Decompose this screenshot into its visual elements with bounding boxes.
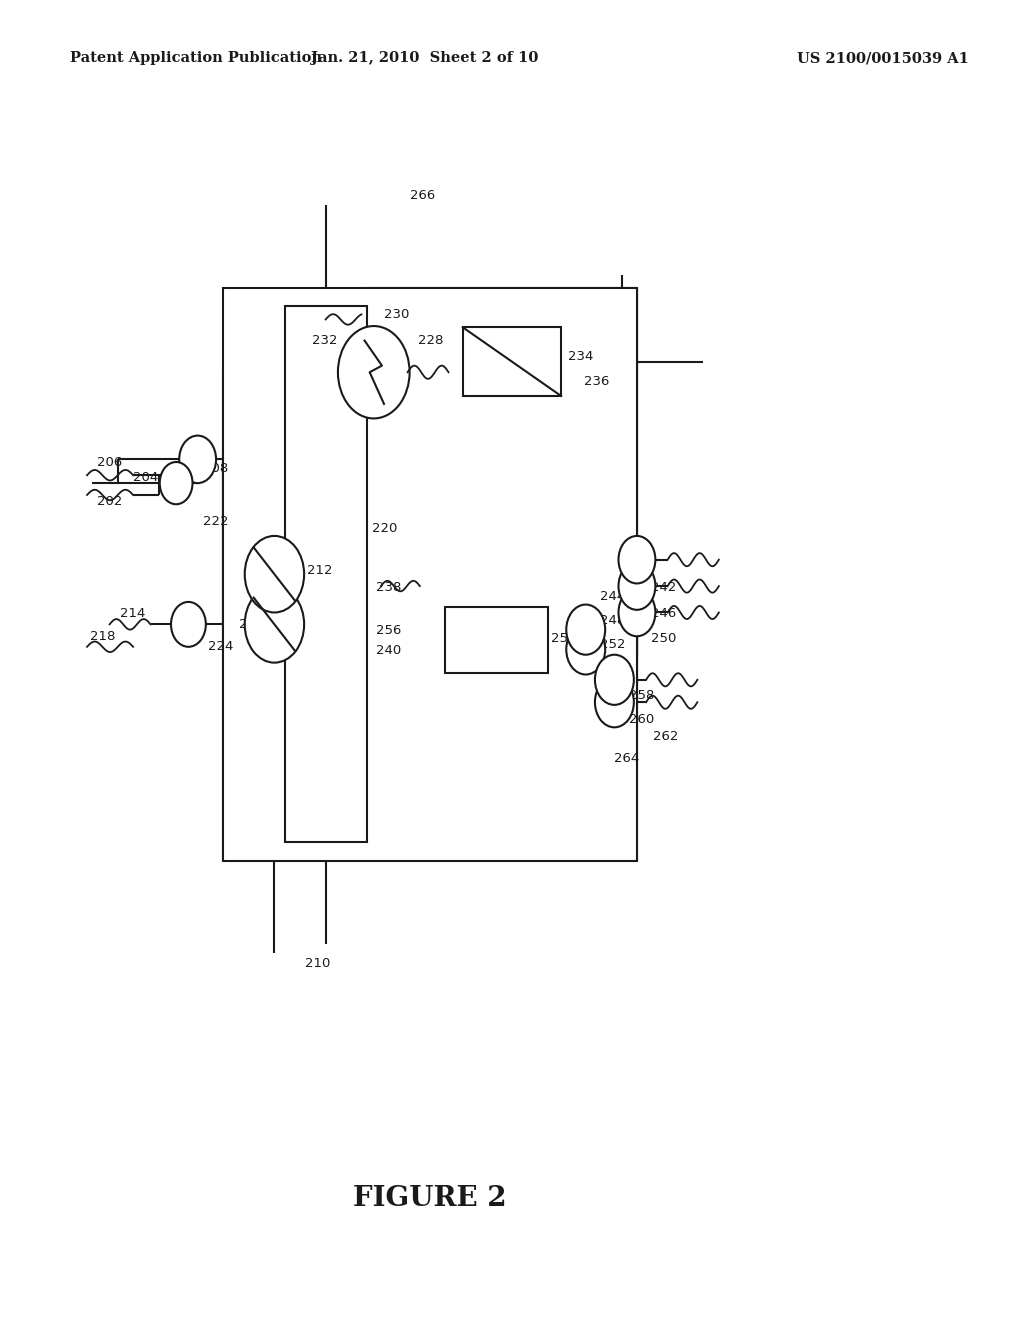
Circle shape — [595, 655, 634, 705]
Text: 208: 208 — [203, 462, 228, 475]
Text: 246: 246 — [651, 607, 677, 620]
Text: 242: 242 — [651, 581, 677, 594]
Text: 256: 256 — [376, 624, 401, 638]
Text: 230: 230 — [384, 308, 410, 321]
Circle shape — [245, 586, 304, 663]
Text: 232: 232 — [312, 334, 338, 347]
Text: 220: 220 — [372, 521, 397, 535]
Text: 212: 212 — [307, 564, 333, 577]
Text: 266: 266 — [410, 189, 435, 202]
Text: 236: 236 — [584, 375, 609, 388]
Text: 248: 248 — [600, 614, 626, 627]
Text: 206: 206 — [97, 455, 123, 469]
Text: 202: 202 — [97, 495, 123, 508]
Text: 244: 244 — [600, 590, 626, 603]
Text: Patent Application Publication: Patent Application Publication — [70, 51, 322, 65]
Circle shape — [618, 562, 655, 610]
Circle shape — [160, 462, 193, 504]
Circle shape — [566, 605, 605, 655]
Text: 262: 262 — [653, 730, 679, 743]
Text: Jan. 21, 2010  Sheet 2 of 10: Jan. 21, 2010 Sheet 2 of 10 — [311, 51, 539, 65]
Circle shape — [618, 536, 655, 583]
Text: 252: 252 — [600, 638, 626, 651]
Text: 224: 224 — [208, 640, 233, 653]
Circle shape — [245, 536, 304, 612]
Text: 258: 258 — [629, 689, 654, 702]
Bar — [223, 288, 637, 861]
Text: 250: 250 — [651, 632, 677, 645]
Text: 240: 240 — [376, 644, 401, 657]
Text: 260: 260 — [629, 713, 654, 726]
Circle shape — [566, 624, 605, 675]
Text: 204: 204 — [133, 471, 159, 484]
Text: 234: 234 — [568, 350, 594, 363]
Text: 264: 264 — [614, 752, 640, 766]
Text: US 2100/0015039 A1: US 2100/0015039 A1 — [797, 51, 969, 65]
Circle shape — [171, 602, 206, 647]
Text: 214: 214 — [120, 607, 145, 620]
Bar — [445, 607, 548, 673]
Text: 254: 254 — [551, 632, 577, 645]
Text: 216: 216 — [239, 618, 264, 631]
Text: 210: 210 — [305, 957, 331, 970]
Circle shape — [595, 677, 634, 727]
Circle shape — [179, 436, 216, 483]
Text: 218: 218 — [90, 630, 116, 643]
Text: FIGURE 2: FIGURE 2 — [353, 1185, 507, 1212]
Circle shape — [338, 326, 410, 418]
Bar — [463, 327, 561, 396]
Text: 238: 238 — [376, 581, 401, 594]
Text: 228: 228 — [418, 334, 443, 347]
Circle shape — [618, 589, 655, 636]
Bar — [285, 306, 367, 842]
Text: 222: 222 — [203, 515, 228, 528]
